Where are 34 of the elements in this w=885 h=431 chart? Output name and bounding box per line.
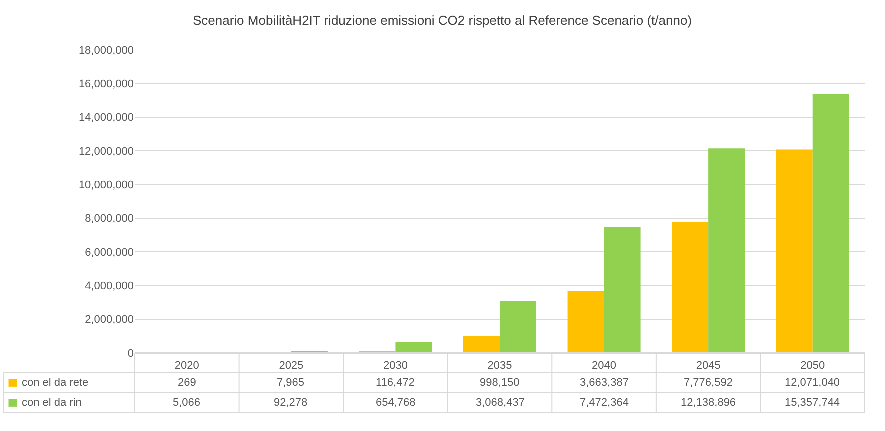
data-label: 5,066 — [173, 397, 201, 409]
x-tick-label: 2035 — [488, 360, 512, 372]
y-tick-label: 12,000,000 — [78, 146, 134, 158]
y-tick-label: 4,000,000 — [85, 280, 134, 293]
data-label: 3,068,437 — [476, 397, 525, 409]
data-label: 269 — [178, 377, 196, 389]
x-tick-label: 2045 — [696, 360, 721, 372]
x-tick-label: 2040 — [592, 360, 617, 372]
x-tick-label: 2025 — [279, 360, 304, 372]
data-label: 3,663,387 — [580, 377, 629, 389]
y-tick-label: 14,000,000 — [78, 112, 134, 124]
y-tick-label: 2,000,000 — [85, 314, 134, 326]
x-tick-label: 2030 — [383, 360, 408, 372]
data-label: 998,150 — [480, 377, 520, 389]
y-tick-label: 16,000,000 — [78, 78, 134, 91]
y-tick-label: 6,000,000 — [85, 246, 134, 259]
data-label: 15,357,744 — [785, 397, 840, 409]
y-tick-label: 8,000,000 — [85, 213, 134, 226]
data-label: 654,768 — [376, 397, 416, 409]
data-label: 7,472,364 — [580, 397, 629, 409]
data-label: 92,278 — [274, 397, 308, 409]
data-label: 12,071,040 — [785, 377, 840, 389]
x-tick-label: 2020 — [174, 360, 200, 372]
data-label: 7,965 — [277, 377, 305, 389]
data-label: 7,776,592 — [684, 377, 733, 389]
chart-title: Scenario MobilitàH2IT riduzione emissioni CO2 rispetto al Reference Scenario (t/anno) — [192, 13, 692, 28]
x-tick-label: 2050 — [800, 360, 826, 372]
legend-label: con el da rete — [22, 377, 89, 389]
y-tick-label: 18,000,000 — [78, 44, 134, 57]
legend-label: con el da rin — [22, 397, 82, 409]
data-label: 12,138,896 — [681, 397, 736, 409]
y-tick-label: 0 — [128, 348, 134, 360]
data-label: 116,472 — [376, 377, 415, 389]
y-tick-label: 10,000,000 — [78, 180, 134, 192]
